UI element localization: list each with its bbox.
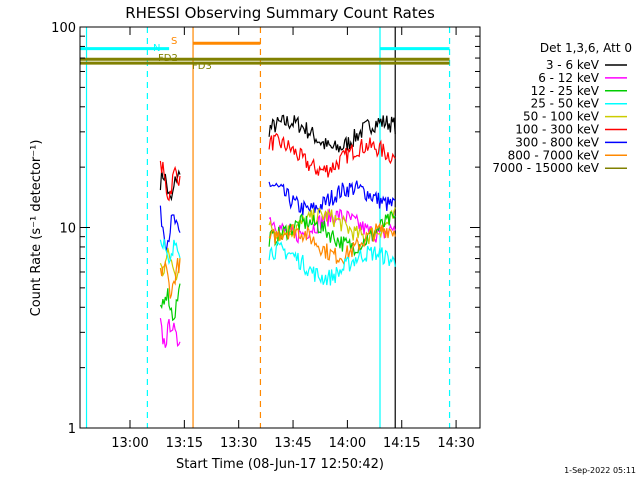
legend-label: 300 - 800 keV: [515, 135, 599, 149]
series-line: [159, 318, 181, 348]
series-line: [159, 205, 181, 252]
series-line: [159, 238, 181, 266]
y-tick-label: 10: [59, 222, 76, 237]
series-line: [159, 160, 181, 202]
legend-label: 800 - 7000 keV: [508, 148, 600, 162]
series-line: [268, 114, 396, 153]
x-tick-label: 13:00: [111, 436, 148, 451]
x-axis: 13:00 13:15 13:30 13:45 14:00 14:15 14:30: [111, 27, 475, 451]
y-axis: 1 10 100: [51, 21, 480, 437]
x-tick-label: 13:30: [220, 436, 257, 451]
legend-label: 12 - 25 keV: [531, 84, 600, 98]
series-line: [268, 222, 396, 265]
x-tick-label: 13:45: [274, 436, 311, 451]
x-tick-label: 14:00: [329, 436, 366, 451]
x-tick-label: 14:15: [383, 436, 420, 451]
legend-label: 25 - 50 keV: [531, 97, 600, 111]
series-line: [268, 211, 396, 257]
legend-label: 3 - 6 keV: [546, 58, 600, 72]
y-axis-label: Count Rate (s⁻¹ detector⁻¹): [29, 140, 44, 317]
flag-label: N: [153, 43, 160, 54]
footer-timestamp: 1-Sep-2022 05:11: [564, 466, 636, 475]
plot-area: NS FD2 FD3: [80, 27, 451, 428]
y-tick-label: 1: [68, 422, 76, 437]
flag-label: S: [171, 36, 177, 47]
series-line: [268, 240, 396, 286]
series-line: [159, 283, 181, 322]
flag-label: FD2: [158, 53, 178, 64]
x-tick-label: 14:30: [437, 436, 474, 451]
x-axis-label: Start Time (08-Jun-17 12:50:42): [176, 457, 384, 472]
legend-label: 100 - 300 keV: [515, 123, 599, 137]
series-line: [268, 132, 396, 178]
chart-title: RHESSI Observing Summary Count Rates: [125, 4, 435, 22]
flag-label: FD3: [192, 61, 212, 72]
x-tick-label: 13:15: [166, 436, 203, 451]
legend-header: Det 1,3,6, Att 0: [540, 41, 632, 55]
series-line: [268, 180, 396, 216]
y-tick-label: 100: [51, 21, 76, 36]
legend-label: 50 - 100 keV: [523, 110, 600, 124]
series-line: [159, 258, 181, 299]
legend-label: 6 - 12 keV: [538, 71, 600, 85]
legend-label: 7000 - 15000 keV: [492, 161, 599, 175]
